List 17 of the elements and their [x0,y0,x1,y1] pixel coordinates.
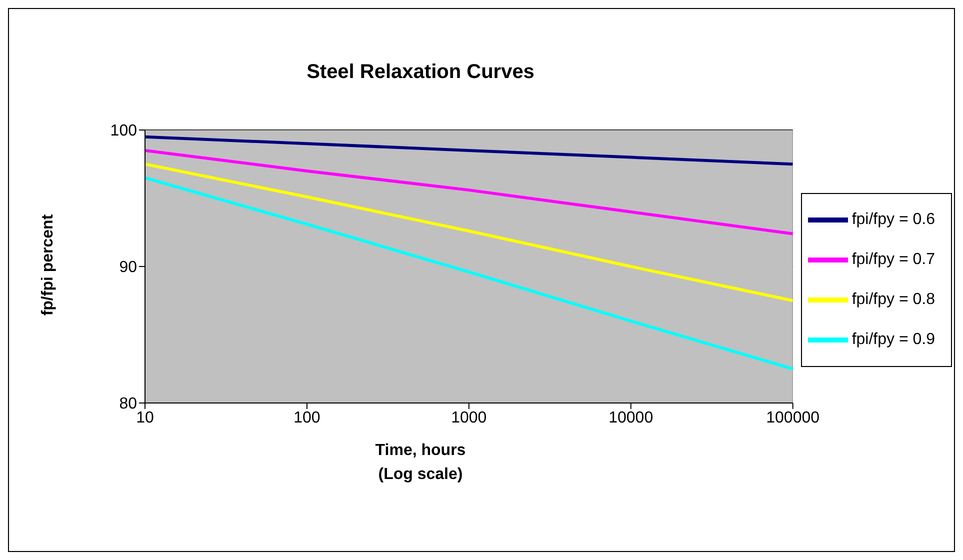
y-tick-label: 90 [119,259,138,276]
x-axis-title: Time, hours (Log scale) [374,441,467,485]
y-tick-label: 80 [119,396,138,413]
y-tick-label: 100 [110,122,138,140]
chart-title: Steel Relaxation Curves [306,61,536,84]
x-tick-label: 100 [294,409,320,426]
x-tick-label: 10 [136,409,154,426]
line-series [145,148,793,236]
x-tick-label: 10000 [608,409,654,426]
legend-label: fpi/fpy = 0.8 [852,291,935,308]
legend-label: fpi/fpy = 0.7 [852,251,935,268]
y-axis-title: fp/fpi percent [40,214,58,316]
legend-label: fpi/fpy = 0.9 [852,331,935,348]
line-series [145,135,793,166]
legend-label: fpi/fpy = 0.6 [852,211,935,228]
x-tick-label: 100000 [766,409,820,426]
x-tick-label: 1000 [451,409,487,426]
